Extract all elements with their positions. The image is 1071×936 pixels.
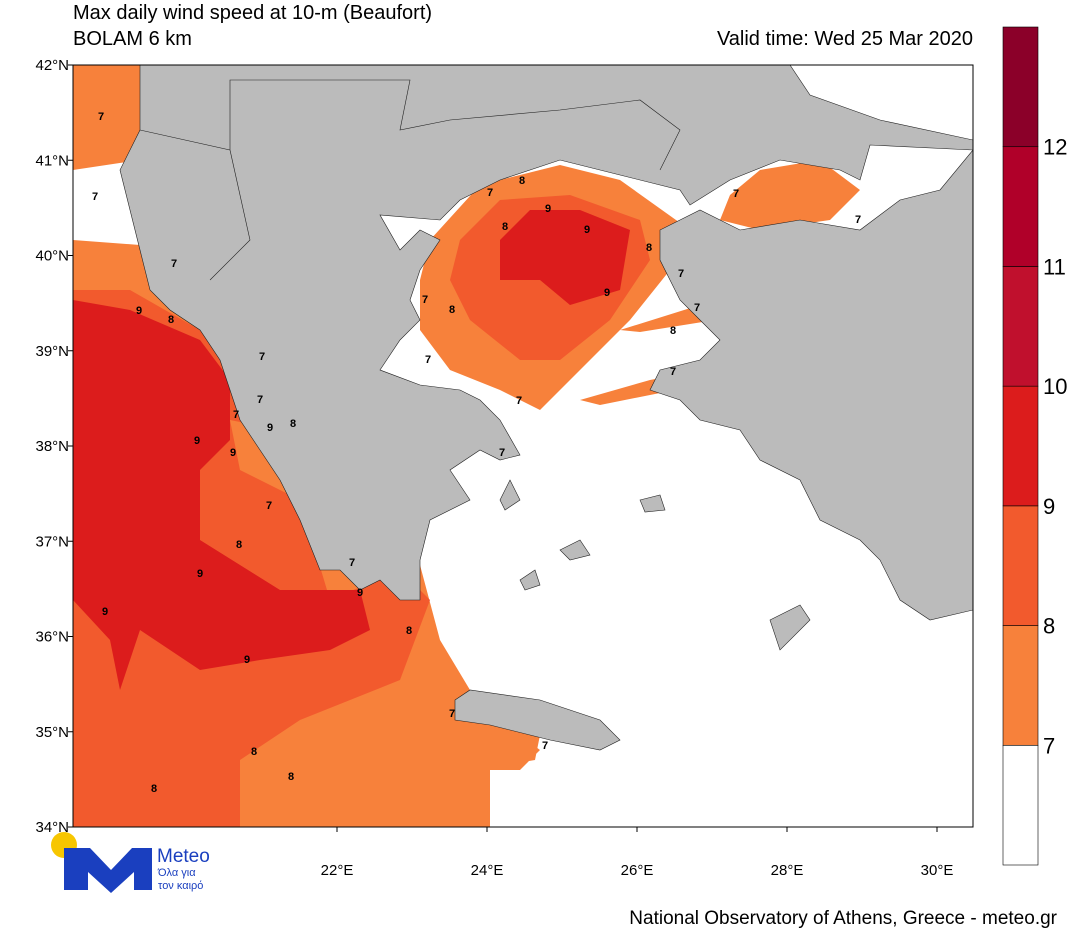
- contour-label: 7: [422, 294, 428, 306]
- valid-time: Valid time: Wed 25 Mar 2020: [717, 28, 973, 50]
- logo-m: [64, 848, 152, 893]
- contour-label: 8: [502, 221, 508, 233]
- lon-tick-label: 22°E: [321, 862, 354, 879]
- colorbar-swatch: [1002, 266, 1039, 387]
- colorbar-label: 12: [1043, 135, 1067, 160]
- contour-label: 9: [230, 447, 236, 459]
- contour-label: 7: [266, 500, 272, 512]
- colorbar-swatch: [1002, 146, 1039, 267]
- contour-label: 9: [584, 224, 590, 236]
- contour-label: 9: [604, 287, 610, 299]
- colorbar-label: 9: [1043, 494, 1055, 519]
- contour-label: 7: [233, 409, 239, 421]
- colorbar-label: 10: [1043, 374, 1067, 399]
- contour-label: 7: [98, 111, 104, 123]
- contour-label: 9: [357, 587, 363, 599]
- contour-label: 8: [406, 625, 412, 637]
- lat-tick-label: 41°N: [35, 152, 69, 169]
- colorbar-swatch: [1002, 505, 1039, 626]
- colorbar-swatch: [1002, 26, 1039, 148]
- contour-label: 7: [670, 366, 676, 378]
- contour-label: 9: [267, 422, 273, 434]
- contour-label: 7: [259, 351, 265, 363]
- lat-tick-label: 38°N: [35, 438, 69, 455]
- contour-label: 7: [855, 214, 861, 226]
- lat-tick-label: 35°N: [35, 724, 69, 741]
- contour-label: 7: [516, 395, 522, 407]
- title: Max daily wind speed at 10-m (Beaufort): [73, 2, 432, 24]
- contour-label: 8: [519, 175, 525, 187]
- contour-label: 7: [542, 740, 548, 752]
- contour-label: 8: [646, 242, 652, 254]
- contour-label: 7: [449, 708, 455, 720]
- colorbar: 7 8 9 10 11 12: [1002, 26, 1067, 866]
- lat-tick-label: 39°N: [35, 343, 69, 360]
- colorbar-swatch: [1002, 625, 1039, 746]
- lat-tick-label: 42°N: [35, 57, 69, 74]
- contour-label: 7: [694, 302, 700, 314]
- colorbar-swatch: [1002, 385, 1039, 507]
- lat-tick-label: 40°N: [35, 248, 69, 265]
- contour-label: 8: [151, 783, 157, 795]
- contour-label: 9: [197, 568, 203, 580]
- contour-label: 7: [425, 354, 431, 366]
- lon-tick-label: 30°E: [921, 862, 954, 879]
- contour-label: 9: [545, 203, 551, 215]
- contour-label: 9: [244, 654, 250, 666]
- contour-label: 7: [499, 447, 505, 459]
- lat-tick-label: 37°N: [35, 533, 69, 550]
- colorbar-label: 7: [1043, 733, 1055, 758]
- contour-label: 7: [92, 191, 98, 203]
- logo-tagline: τον καιρό: [158, 880, 203, 892]
- logo-tagline: Όλα για: [157, 867, 196, 879]
- contour-label: 7: [257, 394, 263, 406]
- contour-label: 8: [670, 325, 676, 337]
- contour-label: 7: [733, 188, 739, 200]
- contour-label: 7: [349, 557, 355, 569]
- contour-label: 8: [449, 304, 455, 316]
- contour-label: 8: [236, 539, 242, 551]
- contour-label: 8: [288, 771, 294, 783]
- lon-tick-label: 24°E: [471, 862, 504, 879]
- contour-label: 9: [136, 305, 142, 317]
- lat-tick-label: 36°N: [35, 629, 69, 646]
- contour-label: 8: [168, 314, 174, 326]
- contour-label: 7: [678, 268, 684, 280]
- lon-tick-label: 26°E: [621, 862, 654, 879]
- contour-label: 9: [194, 435, 200, 447]
- contour-label: 9: [102, 606, 108, 618]
- contour-label: 7: [171, 258, 177, 270]
- contour-label: 7: [487, 187, 493, 199]
- colorbar-label: 11: [1043, 254, 1066, 279]
- logo-name: Meteo: [157, 846, 210, 867]
- map: [73, 65, 973, 827]
- colorbar-label: 8: [1043, 614, 1055, 639]
- subtitle: BOLAM 6 km: [73, 28, 192, 50]
- colorbar-swatch: [1002, 744, 1039, 866]
- contour-label: 8: [251, 746, 257, 758]
- lat-tick-label: 34°N: [35, 819, 69, 836]
- lon-tick-label: 28°E: [771, 862, 804, 879]
- footer: National Observatory of Athens, Greece -…: [629, 908, 1057, 929]
- contour-label: 8: [290, 418, 296, 430]
